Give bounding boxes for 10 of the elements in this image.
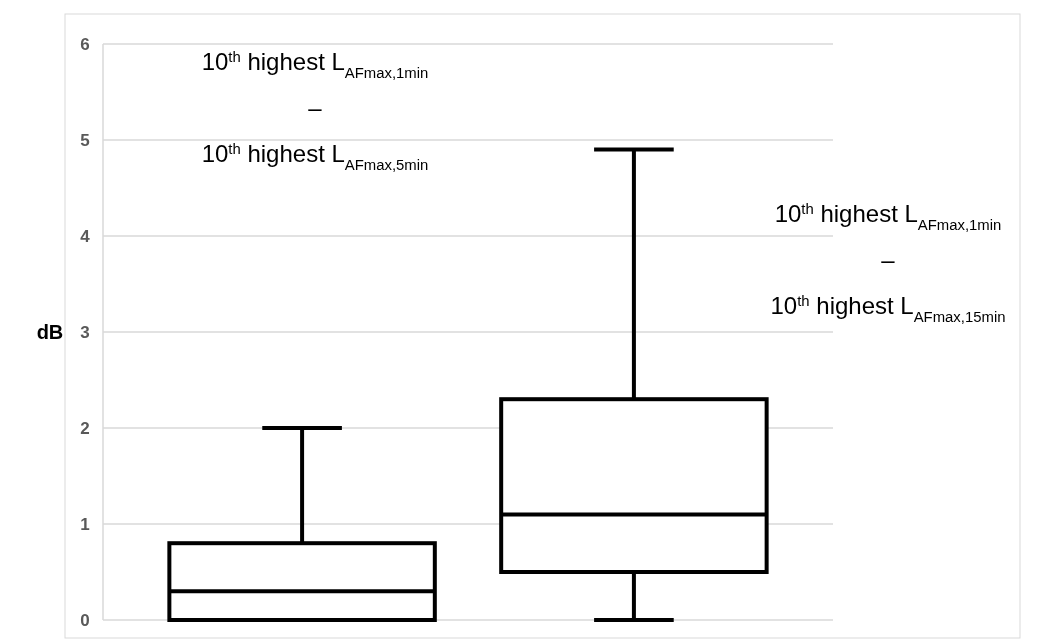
- text: 10$^{th}$ highest L$_{AFmax,1min}$ – 10$^{th}$ highest L$_{AFmax,15min}$: [770, 200, 1006, 325]
- text: 10$^{th}$ highest L$_{AFmax,1min}$ – 10$^{th}$ highest L$_{AFmax,5min}$: [201, 48, 429, 173]
- y-tick-label: 1: [80, 514, 90, 534]
- y-tick-label: 2: [80, 418, 90, 438]
- y-tick-label: 6: [80, 34, 90, 54]
- y-tick-label: 4: [80, 226, 91, 246]
- y-tick-label: 5: [80, 130, 90, 150]
- y-axis-title: dB: [36, 321, 64, 343]
- y-tick-label: 0: [80, 610, 90, 630]
- y-tick-label: 3: [80, 322, 90, 342]
